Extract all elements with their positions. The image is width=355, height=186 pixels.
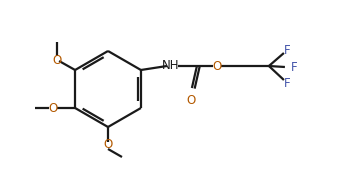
Text: O: O — [103, 139, 113, 152]
Text: F: F — [284, 76, 290, 89]
Text: F: F — [284, 44, 290, 57]
Text: O: O — [53, 54, 62, 67]
Text: O: O — [212, 60, 222, 73]
Text: NH: NH — [162, 59, 180, 71]
Text: O: O — [186, 94, 196, 107]
Text: O: O — [49, 102, 58, 115]
Text: F: F — [291, 60, 297, 73]
